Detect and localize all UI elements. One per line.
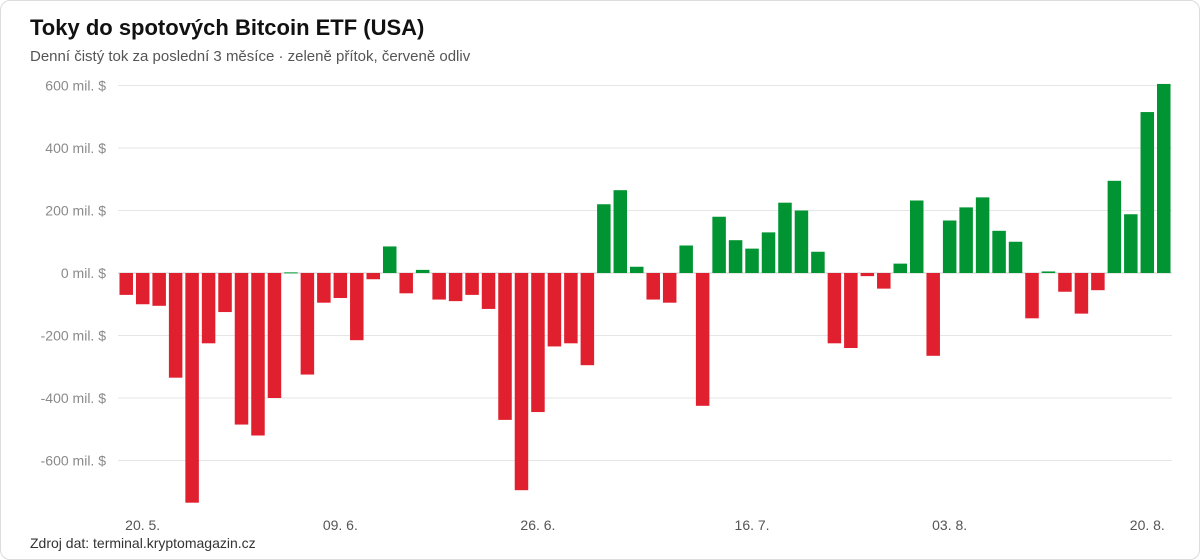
bar [119, 273, 133, 295]
bar [152, 273, 166, 306]
bar [350, 273, 364, 341]
y-tick-label: -600 mil. $ [41, 453, 107, 469]
bar [942, 220, 957, 273]
bar [382, 246, 397, 273]
bar [168, 273, 183, 378]
bar [712, 216, 726, 273]
bar [827, 273, 842, 344]
bar [1107, 180, 1122, 273]
bar [284, 272, 298, 274]
x-tick-label: 20. 8. [1130, 517, 1165, 533]
bar [646, 273, 660, 300]
bar [926, 273, 940, 356]
y-tick-label: 200 mil. $ [45, 203, 106, 219]
bar [498, 273, 512, 420]
bar [201, 273, 216, 344]
bar [992, 230, 1006, 273]
bar [728, 240, 743, 273]
bar [1025, 273, 1039, 319]
bar [597, 204, 611, 273]
bar [1074, 273, 1089, 314]
bar [745, 248, 759, 274]
bar [860, 273, 875, 277]
bar [580, 273, 595, 366]
x-tick-label: 20. 5. [125, 517, 160, 533]
bar [1124, 214, 1138, 273]
chart-title: Toky do spotových Bitcoin ETF (USA) [30, 15, 425, 40]
bar [448, 273, 463, 302]
bar [481, 273, 496, 309]
bar [1091, 273, 1105, 291]
chart-source: Zdroj dat: terminal.kryptomagazin.cz [30, 535, 256, 551]
bar [761, 232, 776, 274]
bar [662, 273, 677, 303]
y-tick-label: -400 mil. $ [41, 390, 107, 406]
x-tick-label: 03. 8. [932, 517, 967, 533]
x-tick-label: 09. 6. [323, 517, 358, 533]
bar [317, 273, 331, 303]
bar [877, 273, 891, 289]
chart-subtitle: Denní čistý tok za poslední 3 měsíce · z… [30, 48, 471, 65]
bar [531, 273, 545, 413]
x-tick-label: 26. 6. [520, 517, 555, 533]
bar [630, 266, 644, 273]
bar [251, 273, 265, 436]
bar [613, 190, 628, 273]
x-tick-label: 16. 7. [735, 517, 770, 533]
y-tick-label: 600 mil. $ [45, 78, 106, 94]
bar [234, 273, 249, 425]
bar [975, 197, 990, 274]
bar [267, 273, 282, 398]
bar [695, 273, 710, 406]
bar [778, 202, 792, 273]
bar [185, 273, 199, 503]
bar [1041, 271, 1056, 273]
bar [1140, 112, 1155, 273]
bar [844, 273, 858, 348]
bar [959, 207, 973, 274]
bar [811, 251, 825, 273]
bar [432, 273, 446, 300]
bar [415, 269, 430, 274]
bar [1008, 241, 1023, 273]
bar [514, 273, 529, 491]
bar [564, 273, 578, 344]
y-tick-label: 0 mil. $ [61, 265, 106, 281]
bar [1058, 273, 1072, 292]
bar [300, 273, 315, 375]
bar [794, 210, 809, 273]
bar [366, 273, 381, 280]
bar [893, 263, 908, 274]
y-tick-label: 400 mil. $ [45, 140, 106, 156]
bar [547, 273, 562, 347]
bar [1157, 83, 1171, 273]
bar [333, 273, 348, 298]
bar [909, 200, 924, 273]
y-tick-label: -200 mil. $ [41, 328, 107, 344]
bar [465, 273, 479, 295]
bar [135, 273, 150, 305]
bar [218, 273, 232, 313]
bar [399, 273, 413, 294]
bar [679, 245, 693, 273]
